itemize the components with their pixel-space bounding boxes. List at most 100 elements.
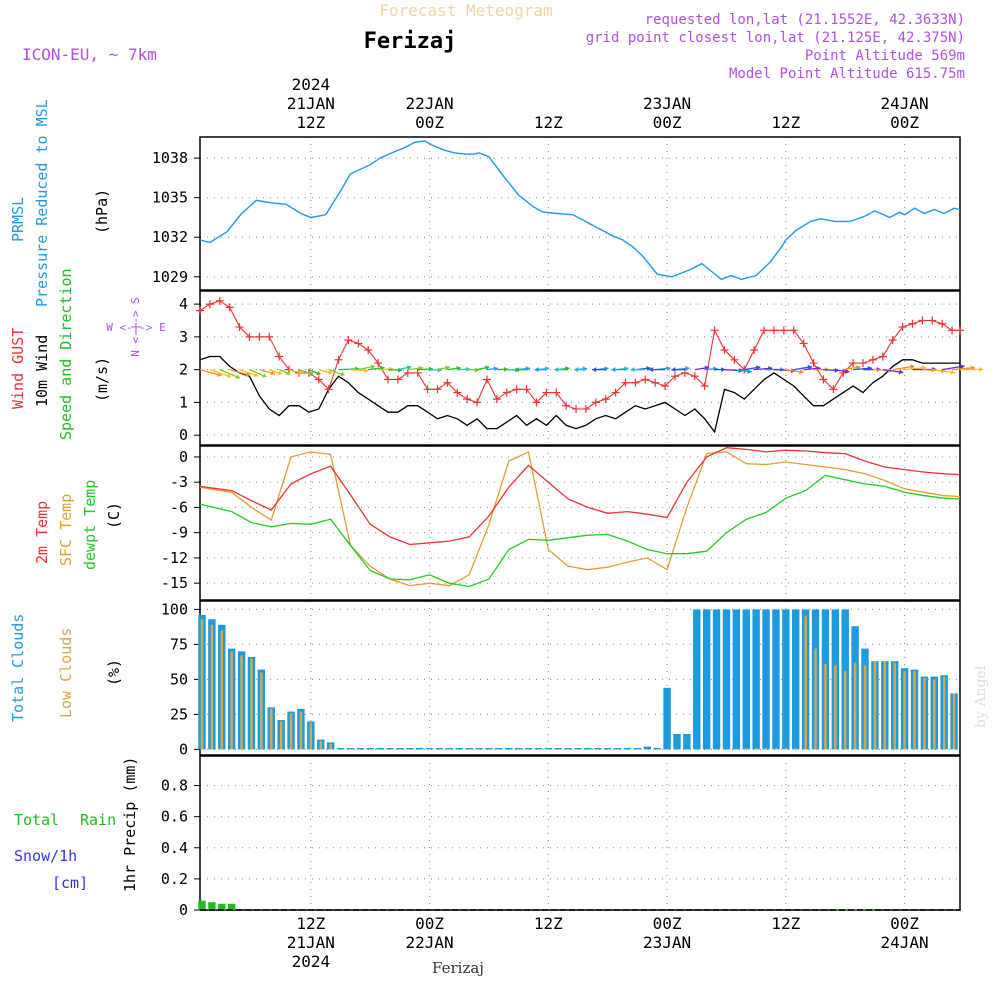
gust-marker — [492, 395, 501, 404]
gust-marker — [938, 319, 947, 328]
y-tick-label: 0 — [179, 740, 188, 758]
low-cloud-bar — [784, 748, 788, 750]
gust-marker — [720, 345, 729, 354]
wind-arrow-head — [339, 371, 345, 377]
wind-arrow-head — [666, 365, 671, 371]
low-cloud-bar — [903, 671, 906, 750]
total-cloud-bar — [524, 748, 533, 750]
gust-marker — [710, 326, 719, 335]
low-cloud-label: Low Clouds — [57, 628, 75, 718]
low-cloud-bar — [319, 741, 322, 750]
compass-we-label: W <-|-> E — [106, 321, 166, 334]
total-cloud-bar — [653, 748, 661, 750]
y-tick-label: 0.2 — [161, 870, 188, 888]
footer-location: Ferizaj — [432, 959, 484, 977]
total-cloud-bar — [564, 748, 572, 750]
y-tick-label: 0.6 — [161, 808, 188, 826]
wind-arrow-head — [484, 365, 490, 371]
wind-arrow-head — [298, 370, 304, 375]
low-cloud-bar — [240, 655, 243, 750]
precip-unit-label: 1hr Precip (mm) — [121, 757, 139, 892]
gust-marker — [750, 345, 759, 354]
gust-marker — [631, 378, 640, 387]
rain-label: Rain — [80, 811, 116, 829]
y-tick-label: 0 — [179, 901, 188, 919]
wind-arrow-head — [226, 373, 232, 378]
total-cloud-bar — [623, 748, 632, 750]
watermark: by Angel — [973, 665, 989, 728]
total-cloud-bar — [584, 748, 592, 750]
snow-unit-label: [cm] — [52, 874, 88, 892]
gust-marker — [443, 378, 452, 387]
gust-marker — [591, 398, 600, 407]
low-cloud-bar — [952, 693, 956, 750]
gust-marker — [502, 388, 511, 397]
gust-marker — [680, 368, 689, 377]
gust-marker — [809, 359, 818, 368]
time-label: 23JAN — [643, 94, 691, 113]
gust-marker — [552, 388, 561, 397]
gust-marker — [641, 375, 650, 384]
time-label: 12Z — [296, 113, 325, 132]
wind-arrow-head — [910, 364, 915, 370]
point-altitude: Point Altitude 569m — [805, 48, 965, 64]
low-cloud-bar — [279, 721, 283, 750]
total-cloud-bar — [554, 748, 562, 750]
wind-arrow-head — [611, 367, 616, 373]
model-label: ICON-EU, ~ 7km — [22, 45, 157, 64]
y-tick-label: 1 — [179, 393, 188, 411]
wind-arrow-head — [327, 370, 333, 375]
gust-marker — [819, 375, 828, 384]
total-cloud-bar — [376, 748, 384, 750]
total-cloud-bar — [475, 748, 483, 750]
wind-arrow-head — [474, 367, 479, 373]
gust-marker — [690, 372, 699, 381]
wind-arrow-head — [315, 371, 321, 376]
gust-marker — [671, 372, 679, 381]
total-cloud-bar — [415, 748, 424, 750]
time-label: 00Z — [653, 914, 682, 933]
y-tick-label: -6 — [170, 498, 188, 516]
requested-coords: requested lon,lat (21.1552E, 42.3633N) — [645, 12, 965, 28]
wind-arrow-head — [363, 367, 368, 373]
gust-marker — [393, 375, 402, 384]
gust-marker — [760, 326, 769, 335]
gust-marker — [769, 326, 778, 335]
wind-arrow-head — [592, 367, 597, 373]
low-cloud-bar — [863, 665, 867, 750]
low-cloud-bar — [774, 748, 778, 750]
wind-arrow-head — [503, 366, 509, 372]
compass-legend: W <-|-> E N <-|-> S — [106, 297, 166, 357]
low-cloud-bar — [329, 743, 332, 750]
rain-bar — [198, 900, 206, 910]
total-cloud-bar — [663, 687, 671, 750]
gust-marker — [482, 375, 491, 384]
cloud-unit-label: (%) — [105, 659, 123, 686]
low-cloud-bar — [843, 671, 847, 750]
gust-marker — [908, 319, 917, 328]
low-cloud-bar — [824, 664, 827, 750]
gust-marker — [789, 326, 798, 335]
total-cloud-bar — [455, 748, 463, 750]
gust-marker — [205, 300, 214, 309]
gust-marker — [661, 382, 670, 391]
wind-arrow-head — [406, 365, 412, 370]
y-tick-label: 0 — [179, 448, 188, 466]
model-altitude: Model Point Altitude 615.75m — [729, 66, 965, 82]
y-tick-label: 1038 — [152, 149, 188, 167]
gust-marker — [898, 323, 907, 332]
gust-marker — [265, 332, 274, 341]
rain-bar — [208, 902, 216, 910]
gust-marker — [621, 378, 630, 387]
total-cloud-bar — [574, 748, 582, 750]
gust-marker — [948, 326, 957, 335]
time-label: 21JAN — [287, 933, 335, 952]
wind-arrow-head — [245, 372, 251, 377]
total-cloud-bar — [485, 748, 493, 750]
total-cloud-bar — [594, 748, 602, 750]
gust-marker — [413, 368, 422, 377]
total-cloud-bar — [356, 748, 365, 750]
low-cloud-bar — [893, 662, 896, 750]
low-cloud-bar — [942, 676, 946, 750]
gust-marker — [868, 355, 877, 364]
